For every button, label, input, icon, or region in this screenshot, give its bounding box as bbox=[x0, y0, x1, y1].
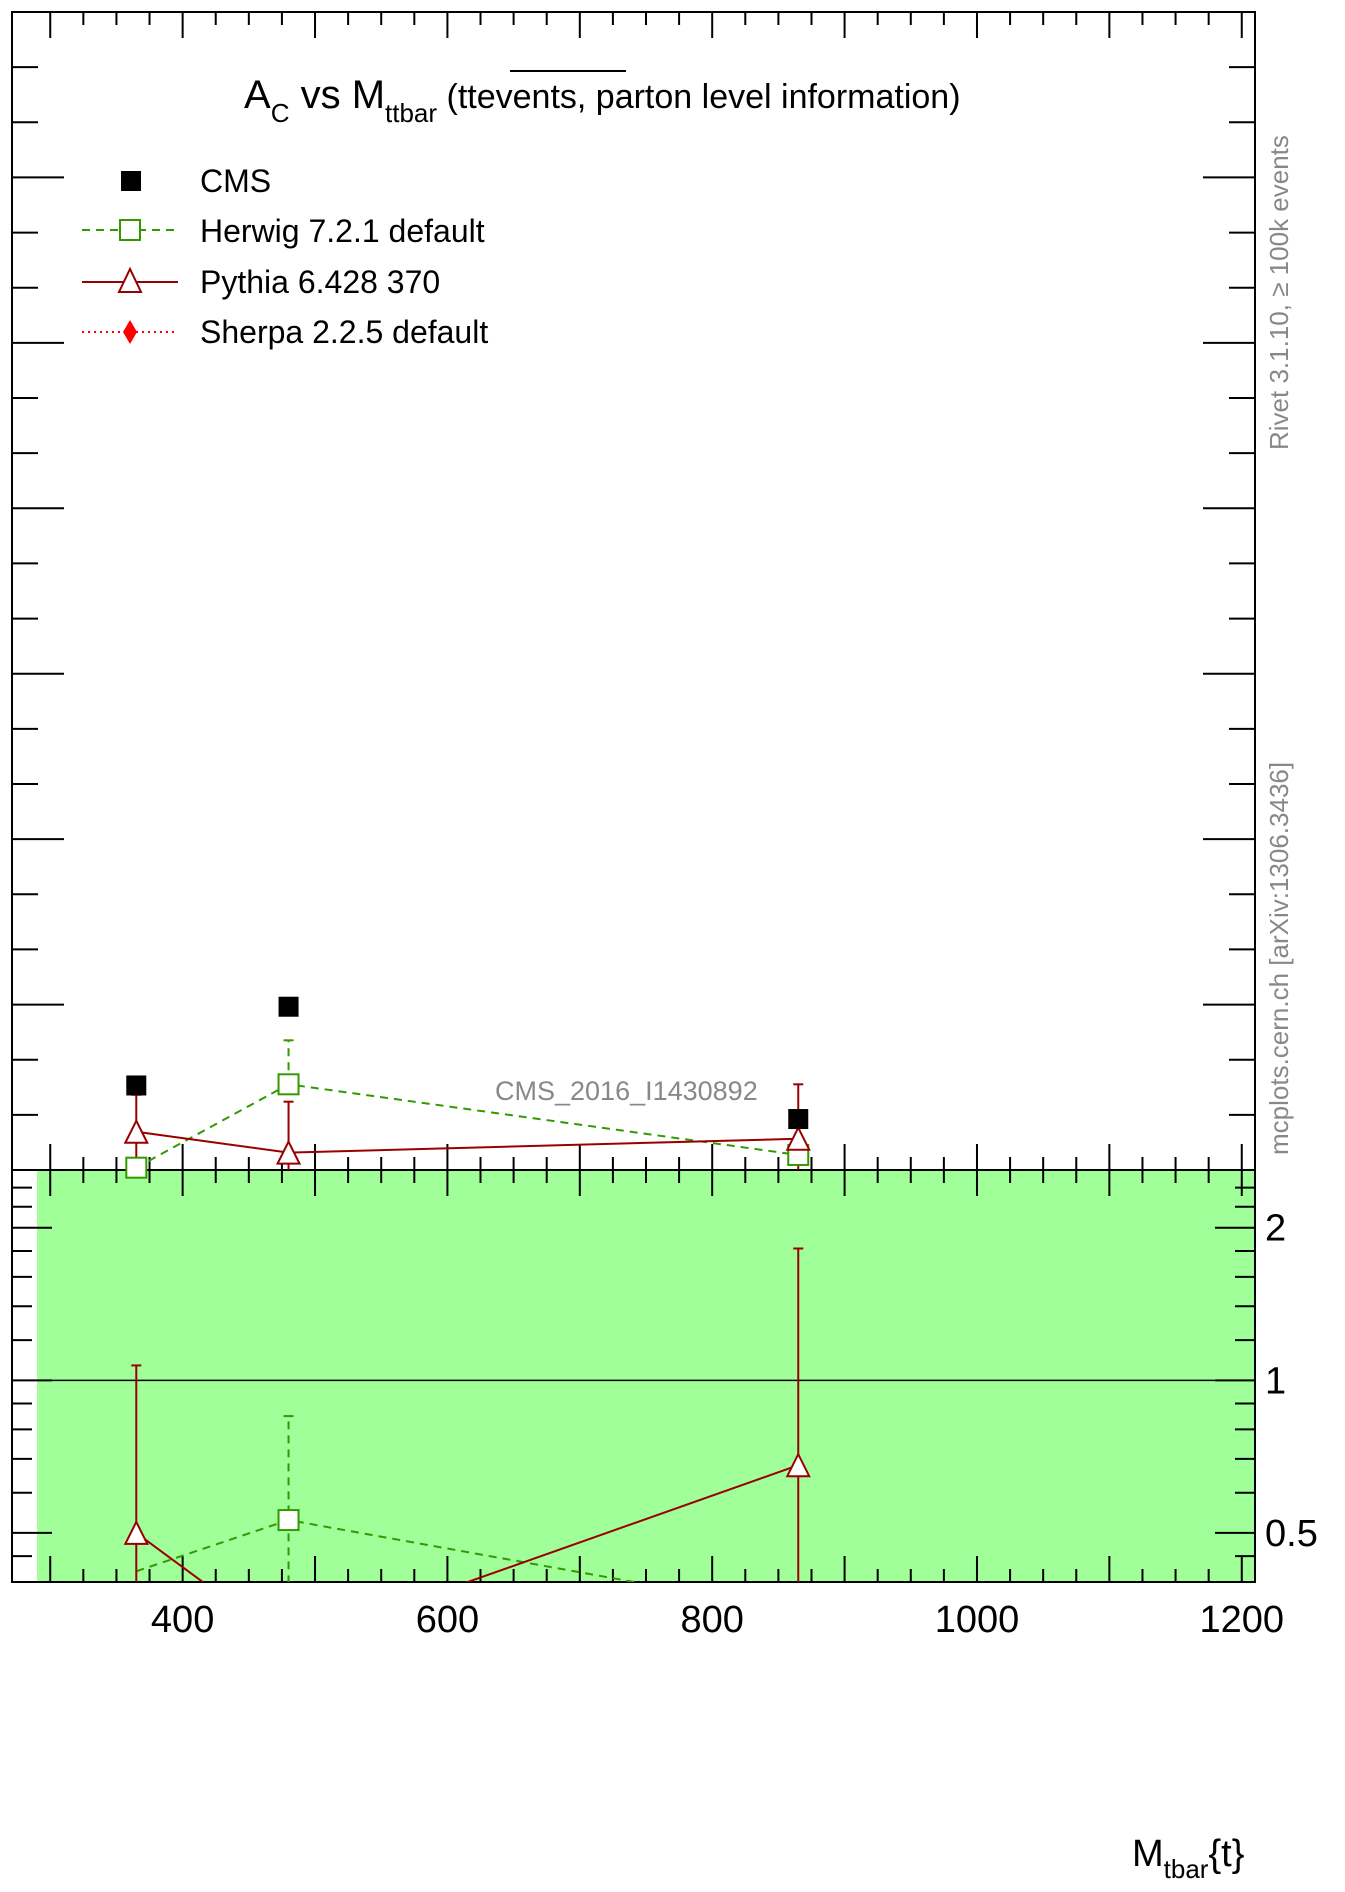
ratio-series-clipped bbox=[123, 1247, 811, 1582]
legend-label-pythia: Pythia 6.428 370 bbox=[200, 264, 440, 300]
x-axis-label: Mtbar{t} bbox=[1132, 1833, 1244, 1884]
main-panel-series bbox=[123, 996, 811, 1179]
herwig-point bbox=[125, 1156, 148, 1179]
ratio-pythia-point bbox=[123, 1519, 149, 1545]
cms-point bbox=[126, 1075, 147, 1096]
x-tick-label: 1000 bbox=[935, 1599, 1020, 1641]
legend-marker-sherpa bbox=[123, 320, 137, 344]
chart-title: AC vs Mttbar (ttevents, parton level inf… bbox=[244, 73, 961, 128]
side-text-bottom: mcplots.cern.ch [arXiv:1306.3436] bbox=[1264, 762, 1294, 1155]
x-tick-label: 600 bbox=[416, 1599, 479, 1641]
x-tick-label: 1200 bbox=[1199, 1599, 1284, 1641]
x-tick-label: 800 bbox=[680, 1599, 743, 1641]
legend-marker-herwig bbox=[119, 219, 141, 241]
pythia-point bbox=[785, 1125, 811, 1151]
ratio-y-tick-label: 0.5 bbox=[1265, 1513, 1318, 1555]
legend: CMS Herwig 7.2.1 default Pythia 6.428 37… bbox=[82, 163, 488, 350]
legend-marker-cms bbox=[121, 171, 141, 191]
ratio-panel-series bbox=[123, 1247, 811, 1582]
pythia-point bbox=[123, 1118, 149, 1144]
legend-label-cms: CMS bbox=[200, 163, 271, 199]
ratio-y-tick-label: 1 bbox=[1265, 1360, 1286, 1402]
legend-label-herwig: Herwig 7.2.1 default bbox=[200, 213, 485, 249]
legend-label-sherpa: Sherpa 2.2.5 default bbox=[200, 314, 488, 350]
ratio-y-tick-label: 2 bbox=[1265, 1208, 1286, 1250]
analysis-label: CMS_2016_I1430892 bbox=[495, 1076, 758, 1106]
cms-point bbox=[788, 1109, 809, 1130]
main-panel-frame bbox=[11, 11, 1256, 1171]
pythia-point bbox=[275, 1139, 302, 1165]
cms-point bbox=[278, 996, 299, 1017]
ratio-y-tick-labels: 0.5 1 2 bbox=[1265, 1208, 1318, 1555]
side-text-top: Rivet 3.1.10, ≥ 100k events bbox=[1264, 135, 1294, 450]
ratio-pythia-point bbox=[785, 1451, 811, 1478]
axis-ticks bbox=[12, 11, 1255, 1583]
herwig-point bbox=[277, 1073, 300, 1096]
x-tick-labels: 400 600 800 1000 1200 bbox=[151, 1599, 1284, 1641]
ratio-band bbox=[37, 1170, 1255, 1582]
pythia-line bbox=[136, 1130, 799, 1154]
x-tick-label: 400 bbox=[151, 1599, 214, 1641]
legend-marker-pythia bbox=[117, 266, 143, 293]
ratio-herwig-point bbox=[277, 1509, 300, 1532]
ratio-pythia-line bbox=[135, 1464, 799, 1582]
